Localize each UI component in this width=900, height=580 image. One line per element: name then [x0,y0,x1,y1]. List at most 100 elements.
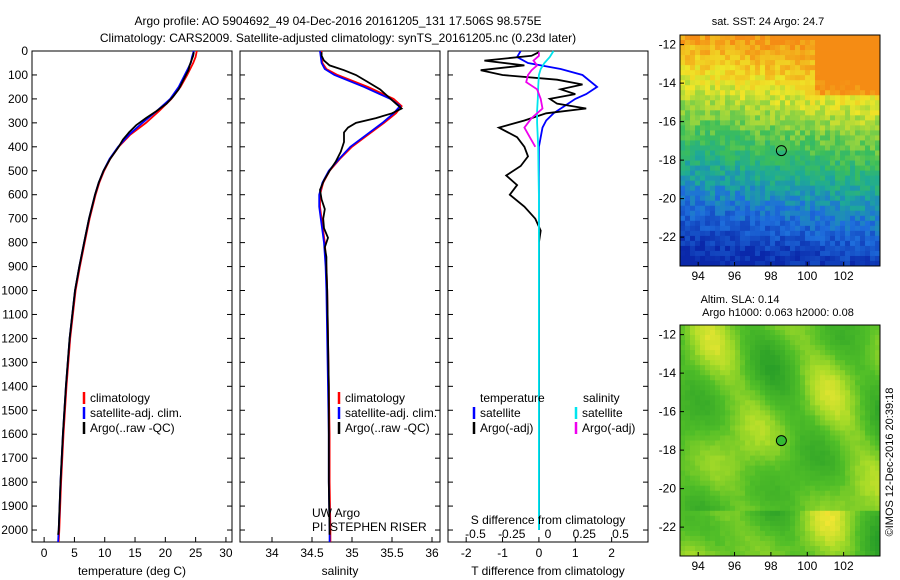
heatmap-cell [690,130,696,136]
legend-label-argo: Argo(..raw -QC) [90,421,175,435]
heatmap-cell [695,140,701,146]
heatmap-cell [840,180,846,187]
heatmap-cell [710,235,716,242]
heatmap-cell [710,70,716,76]
depth-tick-label: 1400 [1,379,28,393]
heatmap-cell [685,60,691,66]
heatmap-cell [685,240,691,247]
heatmap-cell [860,440,866,446]
heatmap-cell [755,130,761,136]
heatmap-cell [800,525,806,532]
heatmap-cell [685,90,691,96]
heatmap-cell [815,200,821,207]
heatmap-cell [750,410,756,416]
heatmap-cell [710,230,716,237]
heatmap-cell [780,380,786,386]
heatmap-cell [690,110,696,116]
heatmap-cell [870,195,876,202]
heatmap-cell [720,95,726,101]
heatmap-cell [780,395,786,401]
heatmap-cell [790,225,796,232]
heatmap-cell [735,110,741,116]
heatmap-cell [870,425,876,431]
heatmap-cell [765,145,771,151]
heatmap-cell [830,160,836,166]
heatmap-cell [720,375,726,381]
heatmap-cell [715,35,721,41]
heatmap-cell [815,390,821,396]
heatmap-cell [775,45,781,51]
heatmap-cell [755,510,761,517]
heatmap-cell [810,120,816,126]
heatmap-cell [780,325,786,331]
heatmap-cell [695,510,701,517]
heatmap-cell [720,430,726,436]
heatmap-cell [760,75,766,81]
heatmap-cell [735,150,741,156]
heatmap-cell [775,520,781,527]
heatmap-cell [750,240,756,247]
heatmap-cell [780,185,786,192]
heatmap-cell [710,155,716,161]
heatmap-cell [820,420,826,426]
heatmap-cell [705,365,711,371]
legend-title-temperature: temperature [480,391,545,405]
heatmap-cell [785,460,791,467]
heatmap-cell [740,395,746,401]
heatmap-cell [790,90,796,96]
heatmap-cell [815,250,821,257]
heatmap-cell [735,500,741,507]
heatmap-cell [690,445,696,451]
heatmap-cell [680,525,686,532]
heatmap-cell [730,245,736,252]
heatmap-cell [860,530,866,537]
heatmap-cell [700,95,706,101]
heatmap-cell [730,240,736,247]
heatmap-cell [750,375,756,381]
pi-annotation: PI: STEPHEN RISER [312,520,427,534]
heatmap-cell [820,360,826,366]
heatmap-cell [705,175,711,182]
heatmap-cell [875,375,881,381]
heatmap-cell [810,485,816,492]
heatmap-cell [760,185,766,192]
heatmap-cell [710,50,716,56]
heatmap-cell [875,425,881,431]
heatmap-cell [805,440,811,446]
heatmap-cell [825,140,831,146]
heatmap-cell [700,525,706,532]
heatmap-cell [830,225,836,232]
heatmap-cell [730,330,736,336]
heatmap-cell [770,250,776,257]
heatmap-cell [775,345,781,351]
heatmap-cell [820,200,826,207]
heatmap-cell [700,365,706,371]
heatmap-cell [720,55,726,61]
heatmap-cell [735,330,741,336]
legend-label-satellite: satellite-adj. clim. [345,406,437,420]
heatmap-cell [755,400,761,406]
heatmap-cell [700,170,706,177]
heatmap-cell [780,335,786,341]
heatmap-cell [835,55,841,61]
heatmap-cell [780,515,786,522]
heatmap-cell [865,210,871,217]
heatmap-cell [790,390,796,396]
heatmap-cell [735,365,741,371]
heatmap-cell [855,400,861,406]
heatmap-cell [850,515,856,522]
heatmap-cell [805,420,811,426]
heatmap-cell [850,400,856,406]
heatmap-cell [845,415,851,421]
heatmap-cell [820,535,826,542]
heatmap-cell [760,165,766,171]
heatmap-cell [820,50,826,56]
heatmap-cell [695,355,701,361]
heatmap-cell [780,135,786,141]
heatmap-cell [815,475,821,482]
heatmap-cell [705,180,711,187]
header-line2: Climatology: CARS2009. Satellite-adjuste… [100,31,576,45]
heatmap-cell [770,200,776,207]
heatmap-cell [830,135,836,141]
heatmap-cell [770,405,776,411]
